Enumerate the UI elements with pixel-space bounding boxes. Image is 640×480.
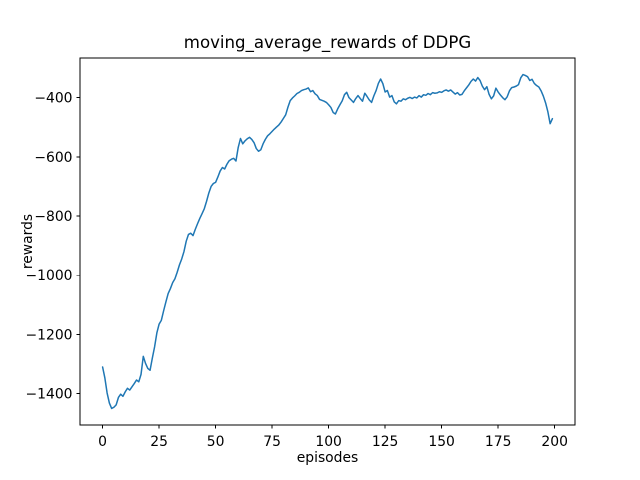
x-tick-label: 200 [541, 434, 568, 450]
chart-title: moving_average_rewards of DDPG [184, 33, 471, 53]
y-axis-ticks: −400 −600 −800 −1000 −1200 −1400 [26, 91, 80, 403]
y-tick-label: −600 [34, 150, 72, 166]
y-tick-label: −800 [34, 209, 72, 225]
x-tick-label: 0 [98, 434, 107, 450]
x-tick-label: 50 [207, 434, 225, 450]
y-tick-label: −1000 [26, 268, 73, 284]
x-tick-label: 175 [485, 434, 512, 450]
x-tick-label: 125 [372, 434, 399, 450]
reward-curve [101, 73, 554, 410]
y-axis-label: rewards [20, 214, 36, 269]
x-axis-label: episodes [297, 450, 359, 466]
x-tick-label: 150 [428, 434, 455, 450]
axes-box [79, 57, 576, 426]
x-tick-label: 75 [263, 434, 281, 450]
x-tick-label: 100 [315, 434, 342, 450]
x-tick-label: 25 [150, 434, 168, 450]
y-tick-label: −1400 [26, 387, 73, 403]
y-tick-label: −400 [34, 91, 72, 107]
x-axis-ticks: 0 25 50 75 100 125 150 175 200 [98, 425, 568, 450]
y-tick-label: −1200 [26, 327, 73, 343]
